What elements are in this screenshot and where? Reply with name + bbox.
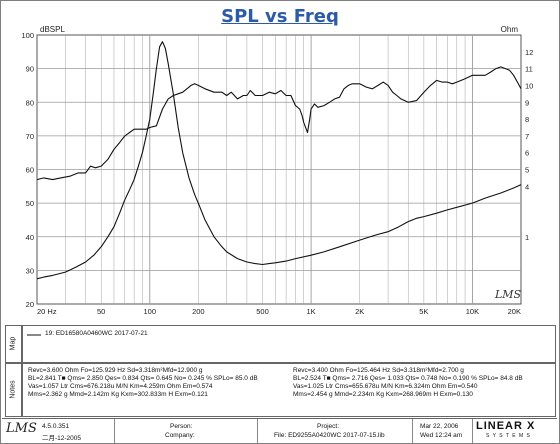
- footer-divider: [114, 419, 115, 443]
- left-tick-label: 50: [26, 199, 34, 208]
- footer-lms-logo: LMS: [6, 421, 37, 436]
- footer-divider: [257, 419, 258, 443]
- version-date: 二月-12-2005: [42, 435, 82, 442]
- left-tick-label: 20: [26, 300, 34, 309]
- note-line: Mms=2.362 g Mmd=2.142m Kg Kxm=302.833m H…: [28, 391, 208, 398]
- legend-line-icon: [27, 334, 41, 336]
- map-side-label: Map: [9, 336, 17, 351]
- right-tick-label: 6: [525, 149, 529, 158]
- project-label: Project:: [317, 423, 340, 430]
- linearx-sub: S Y S T E M S: [486, 433, 531, 439]
- footer-divider: [472, 419, 473, 443]
- note-line: BL=2.841 T■ Qms= 2.850 Qes= 0.834 Qts= 0…: [28, 375, 258, 382]
- footer-divider: [412, 419, 413, 443]
- note-line: Vas=1.025 Ltr Cms=655.678u M/N Km=6.324m…: [293, 383, 478, 390]
- x-tick-label: 20K: [508, 307, 521, 316]
- right-tick-label: 9: [525, 98, 529, 107]
- x-tick-label: 100: [144, 307, 157, 316]
- person-label: Person:: [170, 423, 193, 430]
- right-tick-label: 1: [525, 233, 529, 242]
- map-panel: 19: ED16580A0460WC 2017-07-21: [22, 325, 556, 363]
- spl-trace: [36, 66, 522, 181]
- right-tick-label: 5: [525, 166, 529, 175]
- right-tick-label: 11: [525, 65, 533, 74]
- x-tick-label: 500: [256, 307, 269, 316]
- notes-panel: Revc=3.600 Ohm Fo=125.929 Hz Sd=3.318m²M…: [22, 363, 556, 417]
- file-name: File: ED9255A0420WC 2017-07-15.lib: [274, 432, 385, 439]
- right-tick-label: 12: [525, 48, 533, 57]
- right-tick-label: 8: [525, 115, 529, 124]
- note-line: Vas=1.057 Ltr Cms=676.218u M/N Km=4.259m…: [28, 383, 213, 390]
- left-tick-label: 90: [26, 65, 34, 74]
- notes-left-column: Revc=3.600 Ohm Fo=125.929 Hz Sd=3.318m²M…: [28, 367, 258, 399]
- notes-right-column: Revc=3.400 Ohm Fo=125.464 Hz Sd=3.318m²M…: [293, 367, 523, 399]
- left-tick-label: 40: [26, 233, 34, 242]
- right-tick-label: 10: [525, 81, 533, 90]
- left-tick-label: 30: [26, 266, 34, 275]
- linearx-logo: LINEAR X: [476, 420, 536, 432]
- left-tick-label: 70: [26, 132, 34, 141]
- x-tick-label: 10K: [466, 307, 479, 316]
- x-tick-label: 200: [192, 307, 205, 316]
- date: Mar 22, 2006: [420, 423, 459, 430]
- version: 4.5.0.351: [42, 423, 70, 430]
- note-line: BL=2.524 T■ Qms= 2.716 Qes= 1.033 Qts= 0…: [293, 375, 523, 382]
- time: Wed 12:24 am: [420, 432, 463, 439]
- x-tick-label: 20 Hz: [37, 307, 57, 316]
- left-tick-label: 60: [26, 166, 34, 175]
- left-tick-label: 80: [26, 98, 34, 107]
- left-axis-label: dBSPL: [40, 25, 65, 34]
- x-tick-label: 5K: [419, 307, 428, 316]
- map-side-tab: Map: [5, 325, 22, 363]
- note-line: Mms=2.454 g Mmd=2.234m Kg Kxm=268.969m H…: [293, 391, 473, 398]
- notes-side-tab: Notes: [5, 363, 22, 417]
- impedance-trace: [36, 41, 522, 280]
- right-tick-label: 7: [525, 132, 529, 141]
- company-label: Company:: [165, 432, 195, 439]
- x-tick-label: 2K: [355, 307, 364, 316]
- x-tick-label: 1K: [307, 307, 316, 316]
- axis-labels: 20 30 40 50 60 70 80 90 100 1 4 5 6 7 8 9 10 11 12 20 Hz 50 1…: [21, 31, 533, 316]
- notes-side-label: Notes: [9, 380, 17, 399]
- note-line: Revc=3.600 Ohm Fo=125.929 Hz Sd=3.318m²M…: [28, 367, 203, 374]
- traces: [36, 41, 522, 280]
- horizontal-grid: [37, 68, 521, 271]
- left-tick-label: 100: [21, 31, 34, 40]
- footer: LMS 4.5.0.351 二月-12-2005 Person: Company…: [2, 418, 557, 443]
- note-line: Revc=3.400 Ohm Fo=125.464 Hz Sd=3.318m²M…: [293, 367, 464, 374]
- right-axis-label: Ohm: [501, 25, 519, 34]
- chart-title: SPL vs Freq: [221, 6, 339, 27]
- legend-entry: 19: ED16580A0460WC 2017-07-21: [45, 330, 148, 337]
- lms-watermark: LMS: [494, 288, 522, 301]
- plot-area: 20 30 40 50 60 70 80 90 100 1 4 5 6 7 8 9 10 11 12 20 Hz 50 1…: [21, 25, 533, 316]
- right-tick-label: 4: [525, 182, 529, 191]
- x-tick-label: 50: [97, 307, 105, 316]
